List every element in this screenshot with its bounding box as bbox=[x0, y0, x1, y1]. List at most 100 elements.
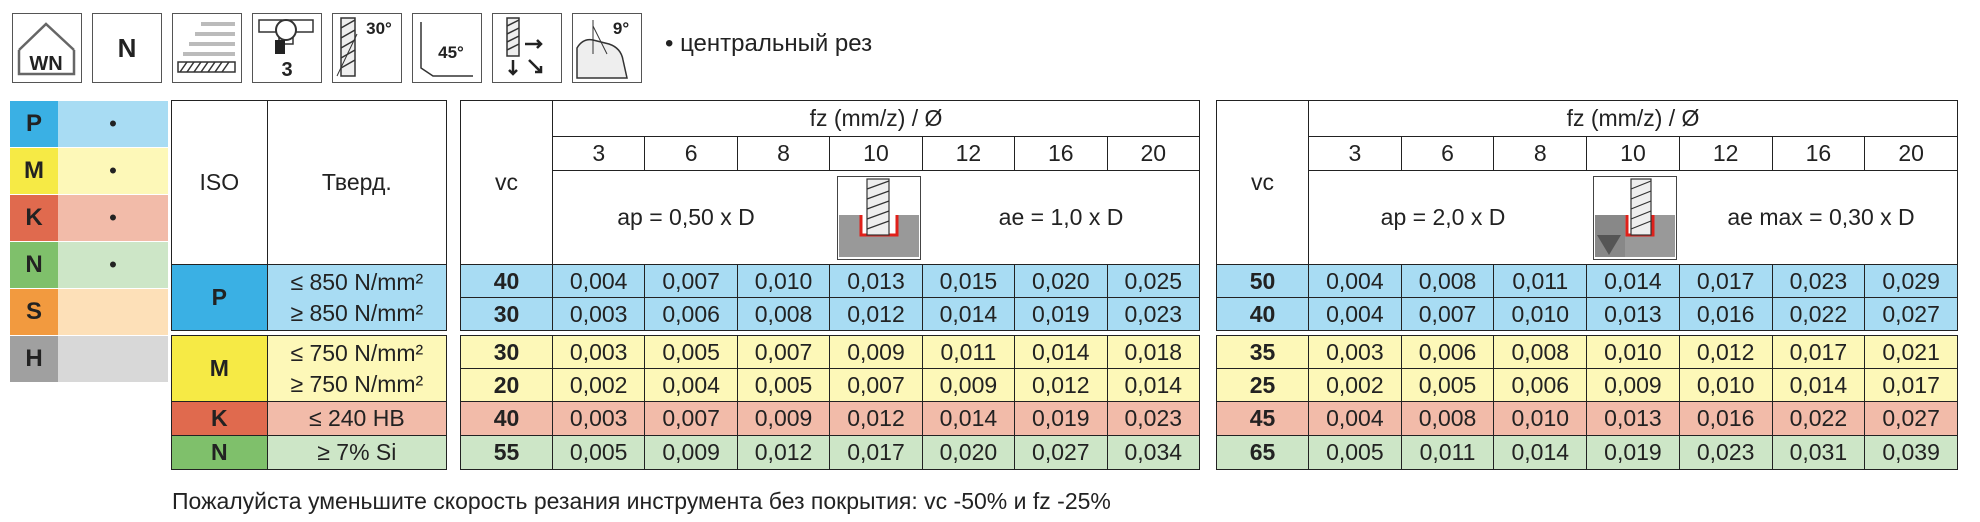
ap-label: ap = 2,0 x D bbox=[1380, 204, 1506, 230]
fz-value: 0,006 bbox=[1400, 335, 1495, 369]
diameter-header: 6 bbox=[1400, 136, 1495, 171]
fz-value: 0,031 bbox=[1771, 435, 1866, 470]
legend-row-s: S bbox=[10, 289, 168, 335]
fz-value: 0,008 bbox=[1400, 264, 1495, 298]
legend-dot: • bbox=[58, 242, 168, 288]
fz-value: 0,010 bbox=[1678, 368, 1773, 402]
wn-roof-icon: WN bbox=[12, 13, 82, 83]
fz-value: 0,005 bbox=[1400, 368, 1495, 402]
fz-value: 0,016 bbox=[1678, 401, 1773, 436]
hardness-m: ≤ 750 N/mm² ≥ 750 N/mm² bbox=[266, 335, 448, 402]
fz-value: 0,012 bbox=[736, 435, 831, 470]
legend-letter: S bbox=[10, 289, 58, 335]
vc-value: 40 bbox=[460, 401, 553, 436]
uncoated-tool-note: Пожалуйста уменьшите скорость резания ин… bbox=[172, 488, 1111, 514]
fz-value: 0,009 bbox=[829, 335, 923, 369]
hardness-n: ≥ 7% Si bbox=[266, 435, 448, 470]
legend-dot: • bbox=[58, 101, 168, 147]
fz-value: 0,020 bbox=[1014, 264, 1108, 298]
vc-header: vc bbox=[460, 100, 553, 265]
legend-row-h: H bbox=[10, 336, 168, 382]
fz-value: 0,017 bbox=[1864, 368, 1958, 402]
diameter-header: 16 bbox=[1771, 136, 1866, 171]
iso-k: K bbox=[171, 401, 268, 436]
diameter-header: 20 bbox=[1864, 136, 1958, 171]
fz-value: 0,004 bbox=[644, 368, 738, 402]
plunge-direction-icon bbox=[492, 13, 562, 83]
fz-value: 0,012 bbox=[1014, 368, 1108, 402]
col-hardness-header: Тверд. bbox=[266, 100, 448, 265]
clearance-angle-icon: 9° bbox=[572, 13, 642, 83]
legend-row-p: P • bbox=[10, 101, 168, 147]
fz-value: 0,005 bbox=[1308, 435, 1402, 470]
diameter-header: 3 bbox=[1308, 136, 1402, 171]
surface-finish-icon bbox=[172, 13, 242, 83]
fz-value: 0,019 bbox=[1586, 435, 1680, 470]
legend-dot: • bbox=[58, 195, 168, 241]
fz-value: 0,004 bbox=[1308, 264, 1402, 298]
fz-value: 0,015 bbox=[921, 264, 1016, 298]
fz-value: 0,012 bbox=[1678, 335, 1773, 369]
side-milling-icon bbox=[1593, 176, 1677, 260]
fz-value: 0,008 bbox=[1493, 335, 1588, 369]
fz-value: 0,005 bbox=[644, 335, 738, 369]
cutting-data-table-1: vc fz (mm/z) / Ø 3 6 8 10 12 16 20 ap = … bbox=[460, 100, 1201, 470]
fz-value: 0,023 bbox=[1106, 401, 1201, 436]
fz-value: 0,027 bbox=[1864, 401, 1958, 436]
fz-value: 0,008 bbox=[736, 297, 831, 331]
fz-value: 0,012 bbox=[829, 297, 923, 331]
fz-value: 0,007 bbox=[829, 368, 923, 402]
vc-value: 65 bbox=[1216, 435, 1309, 470]
fz-value: 0,027 bbox=[1014, 435, 1108, 470]
fz-value: 0,021 bbox=[1864, 335, 1958, 369]
fz-value: 0,008 bbox=[1400, 401, 1495, 436]
fz-value: 0,013 bbox=[1586, 297, 1680, 331]
fz-value: 0,039 bbox=[1864, 435, 1958, 470]
fz-value: 0,010 bbox=[1493, 401, 1588, 436]
legend-row-n: N • bbox=[10, 242, 168, 288]
fz-value: 0,010 bbox=[1586, 335, 1680, 369]
fz-value: 0,034 bbox=[1106, 435, 1201, 470]
engagement-cell: ap = 2,0 x D ae max = 0,30 x D bbox=[1308, 170, 1958, 265]
legend-dot bbox=[58, 336, 168, 382]
n-label: N bbox=[117, 32, 137, 63]
central-cut-note: • центральный рез bbox=[665, 30, 873, 57]
fz-value: 0,027 bbox=[1864, 297, 1958, 331]
vc-value: 55 bbox=[460, 435, 553, 470]
legend-dot bbox=[58, 289, 168, 335]
fz-value: 0,006 bbox=[644, 297, 738, 331]
fz-value: 0,023 bbox=[1678, 435, 1773, 470]
flute-count-icon: 3 bbox=[252, 13, 322, 83]
fz-value: 0,003 bbox=[1308, 335, 1402, 369]
fz-value: 0,025 bbox=[1106, 264, 1201, 298]
vc-value: 45 bbox=[1216, 401, 1309, 436]
corner-chamfer-icon: 45° bbox=[412, 13, 482, 83]
vc-value: 30 bbox=[460, 335, 553, 369]
fz-value: 0,014 bbox=[1586, 264, 1680, 298]
fz-header: fz (mm/z) / Ø bbox=[552, 100, 1200, 137]
fz-value: 0,014 bbox=[921, 297, 1016, 331]
fz-value: 0,013 bbox=[1586, 401, 1680, 436]
fz-value: 0,006 bbox=[1493, 368, 1588, 402]
fz-value: 0,014 bbox=[1771, 368, 1866, 402]
fz-value: 0,004 bbox=[551, 264, 646, 298]
fz-value: 0,009 bbox=[921, 368, 1016, 402]
engagement-cell: ap = 0,50 x D ae = 1,0 x D bbox=[552, 170, 1200, 265]
legend-letter: N bbox=[10, 242, 58, 288]
fz-value: 0,007 bbox=[644, 401, 738, 436]
fz-value: 0,012 bbox=[829, 401, 923, 436]
fz-value: 0,007 bbox=[1400, 297, 1495, 331]
legend-letter: P bbox=[10, 101, 58, 147]
wn-label: WN bbox=[29, 53, 62, 75]
legend-row-k: K • bbox=[10, 195, 168, 241]
iso-p: P bbox=[171, 264, 268, 331]
fz-value: 0,011 bbox=[921, 335, 1016, 369]
legend-letter: K bbox=[10, 195, 58, 241]
fz-value: 0,011 bbox=[1400, 435, 1495, 470]
diameter-header: 12 bbox=[1678, 136, 1773, 171]
ap-label: ap = 0,50 x D bbox=[617, 204, 755, 230]
fz-value: 0,003 bbox=[551, 297, 646, 331]
diameter-header: 3 bbox=[551, 136, 646, 171]
iso-n: N bbox=[171, 435, 268, 470]
vc-value: 30 bbox=[460, 297, 553, 331]
